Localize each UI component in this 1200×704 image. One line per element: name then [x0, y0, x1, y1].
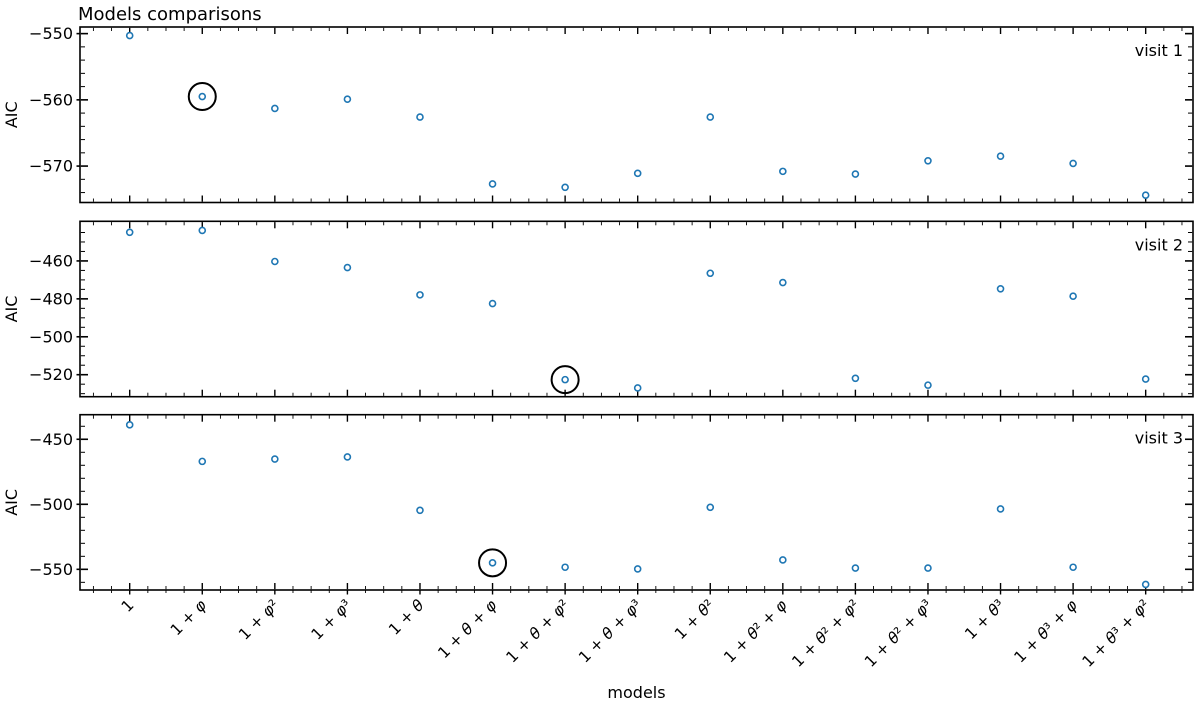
data-point [851, 564, 860, 572]
data-point [706, 503, 715, 512]
data-point [198, 226, 207, 235]
x-tick-label: 1 + φ³ [308, 596, 355, 643]
subplot-visit-2: −460 −480 −500 −520 visit 2 AIC [2, 220, 1194, 398]
data-point [125, 421, 134, 429]
data-point [416, 291, 424, 299]
data-point [1069, 159, 1077, 168]
y-tick-label: −480 [29, 289, 73, 308]
data-point [779, 556, 787, 564]
data-point [343, 95, 352, 103]
x-tick-label: 1 + θ + φ [434, 596, 500, 662]
data-point [561, 563, 569, 572]
data-point [488, 299, 497, 308]
x-tick-label: 1 + θ³ + φ² [1079, 596, 1154, 671]
data-point [125, 228, 134, 237]
data-point [1141, 580, 1150, 589]
data-point [633, 384, 642, 392]
x-tick-label: 1 + φ² [235, 596, 282, 643]
y-axis-label: AIC [2, 101, 21, 128]
data-point [779, 167, 787, 176]
data-point [416, 113, 424, 121]
data-point [1141, 375, 1150, 383]
data-point [996, 285, 1005, 293]
data-point [996, 152, 1005, 160]
x-tick-label: 1 + θ² [671, 596, 718, 643]
y-tick-label: −570 [29, 157, 73, 176]
data-point [706, 269, 715, 278]
axes-frame [79, 413, 1194, 591]
data-point [1069, 563, 1077, 572]
y-tick-label: −560 [29, 90, 73, 109]
axes-frame [79, 26, 1194, 204]
x-tick-label: 1 [118, 596, 138, 616]
y-axis-label: AIC [2, 489, 21, 516]
subplot-visit-3: −450 −500 −550 visit 3 AIC 1 1 + φ 1 + φ² 1 + φ³… [2, 413, 1194, 671]
visit-label: visit 1 [1135, 41, 1183, 60]
x-tick-label: 1 + θ³ [961, 596, 1008, 643]
visit-label: visit 3 [1135, 429, 1183, 448]
annotation-circle [478, 548, 508, 578]
data-point [561, 375, 569, 384]
data-point [1141, 191, 1150, 200]
x-tick-label: 1 + φ [167, 596, 211, 640]
y-axis-label: AIC [2, 296, 21, 323]
x-tick-label: 1 + θ [385, 596, 428, 639]
data-point [343, 453, 352, 461]
y-tick-label: −550 [29, 24, 73, 43]
x-tick-label: 1 + θ² + φ³ [861, 596, 936, 671]
y-tick-label: −500 [29, 495, 73, 514]
y-tick-label: −450 [29, 430, 73, 449]
data-point [924, 564, 932, 572]
x-tick-label: 1 + θ + φ³ [575, 596, 645, 666]
x-tick-label: 1 + θ + φ² [503, 596, 573, 666]
x-tick-label: 1 + θ² + φ [720, 596, 791, 667]
data-point [851, 374, 860, 383]
data-point [271, 104, 279, 113]
data-point [416, 506, 424, 515]
chart-title: Models comparisons [78, 4, 262, 25]
data-point [633, 169, 642, 178]
data-point [343, 263, 352, 272]
data-point [706, 113, 715, 121]
x-axis-label: models [607, 683, 665, 702]
annotation-circle [550, 365, 580, 395]
data-point [924, 156, 932, 165]
x-tick-label: 1 + θ² + φ² [788, 596, 863, 671]
annotation-circle [187, 82, 217, 112]
data-point [996, 505, 1005, 513]
data-point [271, 455, 279, 463]
axes-frame [79, 220, 1194, 398]
data-point [488, 180, 497, 188]
y-tick-label: −460 [29, 251, 73, 270]
data-point [561, 183, 569, 192]
data-point [198, 92, 207, 101]
subplot-visit-1: −550 −560 −570 visit 1 AIC [2, 24, 1194, 204]
data-point [779, 278, 787, 287]
data-point [271, 257, 279, 266]
y-tick-label: −500 [29, 327, 73, 346]
data-point [851, 170, 860, 178]
y-tick-label: −550 [29, 560, 73, 579]
data-point [125, 31, 134, 40]
data-point [633, 565, 642, 573]
data-point [488, 559, 497, 567]
y-tick-label: −520 [29, 365, 73, 384]
data-point [924, 381, 932, 389]
data-point [198, 457, 207, 466]
x-tick-label: 1 + θ³ + φ [1011, 596, 1082, 667]
data-point [1069, 292, 1077, 301]
visit-label: visit 2 [1135, 235, 1183, 254]
